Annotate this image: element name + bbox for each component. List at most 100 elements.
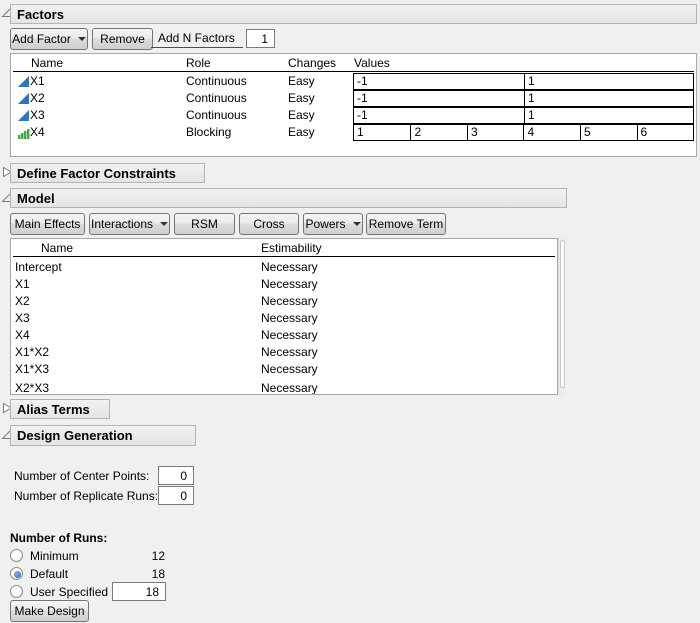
model-term-name[interactable]: X2 (15, 294, 30, 308)
remove-term-button[interactable]: Remove Term (366, 213, 446, 235)
default-value: 18 (151, 567, 165, 581)
minimum-radio[interactable] (10, 549, 23, 562)
factor-value-cell[interactable]: 1 (523, 107, 694, 124)
powers-label: Powers (305, 217, 346, 231)
cross-label: Cross (253, 217, 285, 231)
dropdown-arrow-icon (77, 37, 86, 41)
continuous-icon (18, 76, 29, 87)
factor-value-cell[interactable]: 4 (523, 124, 581, 141)
add-n-factors-input[interactable] (246, 29, 275, 48)
factor-row-changes[interactable]: Easy (288, 91, 315, 105)
model-section-header[interactable]: Model (10, 188, 567, 208)
main-effects-button[interactable]: Main Effects (10, 213, 85, 235)
model-term-name[interactable]: X2*X3 (15, 381, 50, 395)
model-term-estimability[interactable]: Necessary (261, 381, 318, 395)
replicate-runs-input[interactable] (158, 486, 194, 505)
factors-title: Factors (17, 7, 64, 22)
model-term-name[interactable]: X4 (15, 328, 30, 342)
model-term-name[interactable]: X1*X2 (15, 345, 50, 359)
factor-row-changes[interactable]: Easy (288, 108, 315, 122)
factor-value-cell[interactable]: 5 (579, 124, 638, 141)
factor-row-role[interactable]: Blocking (186, 125, 232, 139)
interactions-button[interactable]: Interactions (89, 213, 170, 235)
alias-terms-header[interactable]: Alias Terms (10, 399, 110, 419)
model-col-name: Name (41, 241, 74, 255)
default-radio[interactable] (10, 567, 23, 580)
number-of-runs-label: Number of Runs: (10, 531, 108, 545)
factors-section-header[interactable]: Factors (10, 4, 697, 24)
factor-value-cell[interactable]: 3 (466, 124, 525, 141)
factor-value-cell[interactable]: 6 (636, 124, 695, 141)
factors-table: Name Role Changes Values X1 Continuous E… (10, 53, 697, 157)
rsm-label: RSM (191, 217, 218, 231)
user-specified-label[interactable]: User Specified (30, 585, 109, 599)
add-n-factors-button[interactable]: Add N Factors (151, 28, 243, 48)
header-divider (13, 256, 555, 257)
disclosure-closed-icon[interactable] (1, 402, 13, 414)
factors-col-changes: Changes (288, 56, 337, 70)
factor-value-cell[interactable]: -1 (353, 73, 525, 90)
factor-row-role[interactable]: Continuous (186, 108, 247, 122)
define-factor-constraints-title: Define Factor Constraints (17, 166, 176, 181)
factor-value-cell[interactable]: -1 (353, 107, 525, 124)
default-label[interactable]: Default (30, 567, 69, 581)
factor-row-name[interactable]: X3 (30, 108, 45, 122)
interactions-label: Interactions (90, 217, 154, 231)
factor-row-name[interactable]: X2 (30, 91, 45, 105)
remove-term-label: Remove Term (368, 217, 444, 231)
factor-row-role[interactable]: Continuous (186, 91, 247, 105)
center-points-input[interactable] (158, 466, 194, 485)
factor-row-name[interactable]: X1 (30, 74, 45, 88)
model-title: Model (17, 191, 55, 206)
factor-value-cell[interactable]: 1 (523, 73, 694, 90)
factor-value-cell[interactable]: 1 (353, 124, 412, 141)
model-term-name[interactable]: X1 (15, 277, 30, 291)
factor-value-cell[interactable]: -1 (353, 90, 525, 107)
scrollbar-thumb[interactable] (560, 240, 565, 388)
factors-col-role: Role (186, 56, 211, 70)
model-term-name[interactable]: X1*X3 (15, 362, 50, 376)
model-table-scrollbar[interactable] (558, 238, 565, 395)
factor-value-cell[interactable]: 2 (410, 124, 468, 141)
user-specified-input[interactable] (112, 582, 166, 601)
factor-value-cell[interactable]: 1 (523, 90, 694, 107)
model-term-estimability[interactable]: Necessary (261, 277, 318, 291)
model-term-estimability[interactable]: Necessary (261, 328, 318, 342)
design-generation-header[interactable]: Design Generation (10, 425, 196, 446)
remove-label: Remove (100, 32, 145, 46)
define-factor-constraints-header[interactable]: Define Factor Constraints (10, 163, 205, 183)
model-term-estimability[interactable]: Necessary (261, 294, 318, 308)
add-factor-label: Add Factor (12, 32, 71, 46)
blocking-icon (18, 129, 30, 139)
header-divider (13, 71, 694, 72)
factor-values-row: -1 1 (353, 107, 694, 124)
disclosure-closed-icon[interactable] (1, 166, 13, 178)
model-term-estimability[interactable]: Necessary (261, 362, 318, 376)
factor-row-changes[interactable]: Easy (288, 74, 315, 88)
make-design-button[interactable]: Make Design (10, 600, 89, 622)
factor-row-name[interactable]: X4 (30, 125, 45, 139)
replicate-runs-label: Number of Replicate Runs: (14, 489, 159, 503)
add-factor-button[interactable]: Add Factor (10, 28, 88, 50)
dropdown-arrow-icon (352, 222, 361, 226)
model-term-name[interactable]: Intercept (15, 260, 62, 274)
alias-terms-title: Alias Terms (17, 402, 90, 417)
factor-row-role[interactable]: Continuous (186, 74, 247, 88)
design-generation-title: Design Generation (17, 428, 133, 443)
remove-factor-button[interactable]: Remove (92, 28, 153, 50)
powers-button[interactable]: Powers (303, 213, 363, 235)
factor-row-changes[interactable]: Easy (288, 125, 315, 139)
model-term-estimability[interactable]: Necessary (261, 311, 318, 325)
minimum-value: 12 (151, 549, 165, 563)
rsm-button[interactable]: RSM (174, 213, 235, 235)
model-term-estimability[interactable]: Necessary (261, 345, 318, 359)
model-term-name[interactable]: X3 (15, 311, 30, 325)
add-n-factors-label: Add N Factors (158, 31, 235, 45)
minimum-label[interactable]: Minimum (30, 549, 79, 563)
make-design-label: Make Design (14, 604, 85, 618)
model-term-estimability[interactable]: Necessary (261, 260, 318, 274)
cross-button[interactable]: Cross (239, 213, 299, 235)
model-col-estimability: Estimability (261, 241, 322, 255)
user-specified-radio[interactable] (10, 585, 23, 598)
